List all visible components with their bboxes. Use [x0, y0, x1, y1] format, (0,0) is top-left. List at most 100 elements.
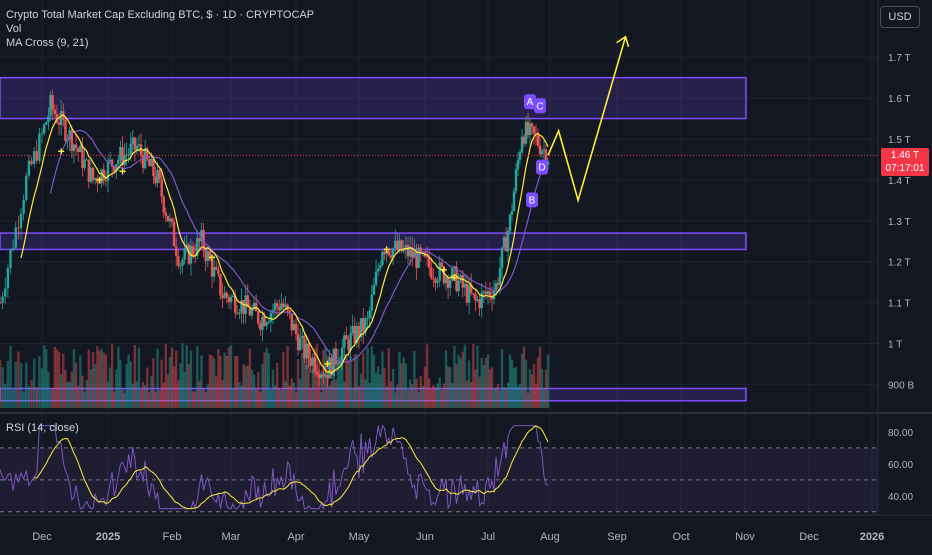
- candle-body: [328, 357, 331, 379]
- price-axis-label: 1.3 T: [888, 217, 911, 228]
- volume-bar: [465, 380, 469, 408]
- volume-bar: [328, 385, 331, 408]
- currency-button[interactable]: USD: [880, 6, 920, 28]
- volume-bar: [164, 344, 168, 408]
- candle-body: [465, 283, 469, 303]
- volume-bar: [70, 371, 74, 408]
- candle-body: [449, 279, 452, 288]
- candle-body: [196, 238, 199, 256]
- candle-body: [444, 277, 448, 284]
- volume-bar: [208, 354, 212, 408]
- candle-body: [87, 159, 91, 182]
- volume-bar: [284, 380, 287, 408]
- volume-bar: [347, 359, 350, 408]
- chart-title[interactable]: Crypto Total Market Cap Excluding BTC, $…: [6, 9, 315, 21]
- candle-body: [72, 144, 76, 152]
- wave-label-box[interactable]: [536, 159, 548, 175]
- candle-body: [106, 161, 110, 181]
- wave-label-box[interactable]: [524, 94, 536, 110]
- ma-cross-indicator-label[interactable]: MA Cross (9, 21): [6, 37, 89, 49]
- wave-label-box[interactable]: [526, 192, 538, 208]
- volume-bar: [242, 363, 245, 408]
- candle-body: [219, 274, 222, 296]
- volume-indicator-label[interactable]: Vol: [6, 23, 22, 35]
- candle-body: [135, 145, 139, 150]
- candle-body: [59, 111, 63, 126]
- candle-body: [383, 251, 386, 255]
- volume-bar: [32, 358, 36, 408]
- price-axis-label: 1.6 T: [888, 94, 911, 105]
- candle-body: [463, 283, 467, 288]
- rsi-indicator-label[interactable]: RSI (14, close): [6, 422, 79, 434]
- volume-bar: [263, 352, 266, 408]
- time-axis-label: Apr: [287, 531, 304, 543]
- volume-bar: [104, 354, 108, 408]
- candle-body: [284, 304, 287, 308]
- volume-bar: [87, 349, 91, 408]
- candle-body: [158, 169, 161, 180]
- candle-body: [347, 339, 350, 351]
- volume-bar: [478, 376, 481, 408]
- candle-body: [6, 267, 10, 289]
- volume-bar: [30, 380, 33, 408]
- volume-bar: [366, 347, 369, 408]
- candle-body: [472, 293, 475, 295]
- volume-bar: [17, 351, 20, 408]
- volume-bar: [240, 385, 243, 408]
- volume-bar: [76, 386, 80, 408]
- wave-label: A: [527, 97, 534, 108]
- volume-bar: [137, 347, 141, 408]
- rsi-ma-line: [34, 425, 549, 510]
- volume-bar: [91, 352, 95, 408]
- wave-label-box[interactable]: [534, 98, 546, 114]
- candle-body: [324, 374, 327, 377]
- volume-bar: [408, 379, 412, 408]
- candle-body: [315, 371, 319, 375]
- projection-path[interactable]: [547, 36, 627, 204]
- candle-body: [334, 348, 338, 365]
- candle-body: [104, 180, 108, 182]
- volume-bar: [508, 354, 512, 408]
- candle-body: [400, 240, 403, 252]
- volume-bar: [324, 347, 327, 408]
- candle-body: [53, 109, 56, 115]
- volume-bar: [282, 351, 285, 408]
- volume-bar: [179, 363, 182, 408]
- volume-bar: [486, 354, 490, 408]
- candle-body: [9, 249, 12, 268]
- candle-body: [19, 213, 23, 228]
- candle-body: [538, 145, 542, 155]
- volume-bar: [11, 388, 15, 408]
- volume-bar: [415, 379, 418, 408]
- candle-body: [296, 333, 300, 351]
- volume-bar: [177, 380, 180, 408]
- volume-bar: [417, 392, 420, 408]
- candle-body: [79, 145, 82, 153]
- volume-bar: [102, 352, 105, 408]
- candle-body: [231, 295, 235, 297]
- volume-bar: [296, 359, 300, 408]
- candle-body: [133, 137, 137, 150]
- volume-bar: [438, 377, 441, 408]
- volume-bar: [72, 348, 76, 408]
- volume-bar: [372, 354, 376, 408]
- volume-bar: [534, 383, 538, 408]
- volume-bar: [345, 354, 348, 408]
- volume-bar: [396, 384, 399, 408]
- volume-bar: [160, 359, 163, 408]
- volume-bar: [110, 343, 114, 408]
- volume-bar: [119, 360, 122, 408]
- volume-bar: [250, 369, 254, 408]
- candle-body: [227, 297, 231, 303]
- volume-bar: [299, 379, 302, 408]
- volume-bar: [303, 352, 306, 408]
- volume-bar: [518, 383, 522, 408]
- candle-body: [42, 124, 46, 134]
- candle-body: [129, 143, 132, 155]
- candle-body: [0, 302, 2, 304]
- candle-body: [482, 291, 485, 293]
- candle-body: [428, 256, 431, 268]
- candle-body: [474, 293, 477, 301]
